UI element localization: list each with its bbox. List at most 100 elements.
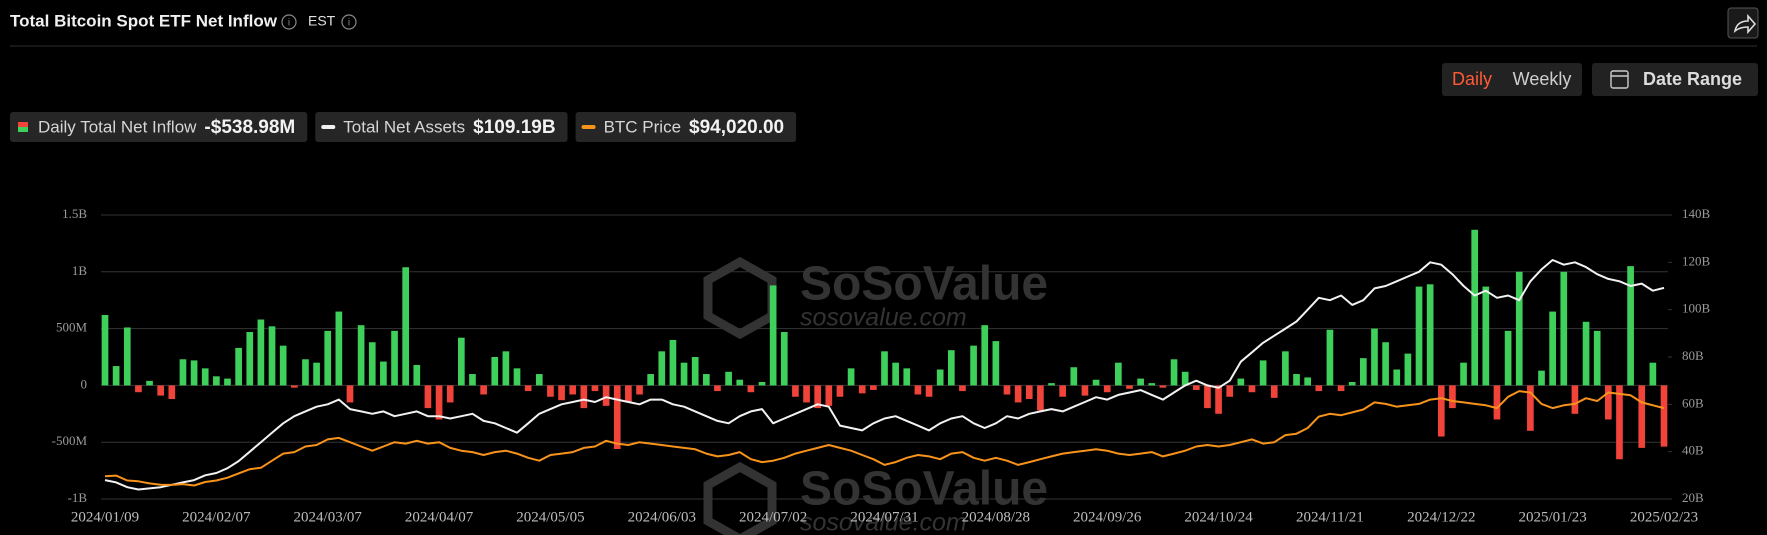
bar bbox=[201, 368, 209, 386]
bar bbox=[235, 347, 242, 386]
bar bbox=[947, 350, 955, 386]
y-tick-label: 500M bbox=[56, 320, 88, 335]
bar bbox=[380, 361, 387, 386]
info-icon[interactable] bbox=[341, 14, 357, 30]
bar bbox=[1159, 385, 1167, 388]
x-tick-label: 2024/04/07 bbox=[405, 509, 474, 525]
timezone: EST bbox=[308, 13, 336, 29]
bar bbox=[435, 385, 443, 420]
bar bbox=[346, 385, 354, 403]
legend-chip bbox=[10, 112, 308, 142]
bar bbox=[1014, 385, 1022, 403]
line bbox=[104, 259, 1665, 491]
bar bbox=[1304, 377, 1311, 386]
bar bbox=[480, 385, 487, 395]
x-tick-label: 2025/01/23 bbox=[1518, 509, 1586, 525]
bar bbox=[135, 385, 142, 393]
info-icon[interactable] bbox=[281, 14, 297, 30]
bar bbox=[1504, 330, 1512, 386]
bar bbox=[1326, 329, 1334, 386]
bar bbox=[535, 374, 543, 386]
bar bbox=[658, 351, 666, 386]
bar bbox=[1248, 385, 1256, 393]
bar bbox=[190, 360, 198, 386]
bar bbox=[424, 385, 432, 409]
bar bbox=[1382, 342, 1389, 386]
weekly-button[interactable]: Weekly bbox=[1513, 69, 1572, 89]
bar bbox=[558, 385, 565, 401]
bar bbox=[970, 345, 977, 386]
bar bbox=[702, 374, 710, 386]
bar bbox=[1582, 321, 1590, 386]
daily-button[interactable]: Daily bbox=[1452, 69, 1492, 89]
bar bbox=[1560, 271, 1568, 386]
watermark-logo bbox=[703, 461, 777, 535]
bar bbox=[368, 342, 376, 386]
bar bbox=[1215, 385, 1222, 414]
bar bbox=[1471, 229, 1479, 386]
bar bbox=[1282, 351, 1289, 386]
bar bbox=[458, 337, 465, 386]
bar bbox=[224, 378, 231, 386]
bar bbox=[1538, 370, 1545, 386]
y-tick-label: -500M bbox=[52, 433, 88, 448]
bar bbox=[803, 385, 810, 403]
bar bbox=[469, 374, 476, 386]
calendar-icon bbox=[1610, 70, 1629, 89]
bar bbox=[268, 326, 276, 386]
bar bbox=[313, 362, 320, 386]
bar bbox=[246, 332, 254, 386]
bar bbox=[1037, 385, 1044, 411]
bar bbox=[1404, 353, 1412, 386]
bar bbox=[792, 385, 799, 397]
bar bbox=[758, 381, 766, 386]
bar bbox=[680, 362, 688, 386]
bar bbox=[725, 371, 732, 386]
watermark-url: sosovalue.com bbox=[800, 304, 967, 332]
bar bbox=[1181, 371, 1189, 386]
bar bbox=[691, 357, 699, 386]
bar bbox=[870, 385, 877, 390]
bar bbox=[547, 385, 554, 397]
bar bbox=[814, 385, 822, 409]
bar bbox=[1415, 286, 1423, 386]
bar bbox=[1148, 383, 1156, 386]
bar bbox=[1527, 385, 1534, 431]
bar bbox=[591, 385, 599, 392]
bar bbox=[1360, 358, 1367, 386]
bar bbox=[836, 385, 844, 397]
bar bbox=[1616, 385, 1623, 460]
x-tick-label: 2024/07/02 bbox=[739, 509, 807, 525]
y-tick-label: 1B bbox=[72, 263, 88, 278]
y2-tick-label: 20B bbox=[1682, 490, 1704, 505]
bar bbox=[302, 359, 309, 386]
plot-area: -1B -500M 0 500M 1B 1.5B 20B 40B 60B 80B 100B 120B 1… bbox=[52, 206, 1711, 525]
bar bbox=[580, 385, 588, 409]
y-tick-label: -1B bbox=[68, 490, 88, 505]
bar bbox=[1025, 385, 1033, 400]
legend-swatch bbox=[321, 125, 336, 129]
bar bbox=[1270, 385, 1278, 398]
x-tick-label: 2024/09/26 bbox=[1073, 509, 1142, 525]
x-tick-label: 2024/10/24 bbox=[1184, 509, 1253, 525]
bar bbox=[123, 327, 131, 386]
date-range-button[interactable] bbox=[1592, 63, 1758, 96]
bar bbox=[1003, 385, 1011, 395]
bar bbox=[1393, 369, 1401, 386]
bar bbox=[324, 330, 332, 386]
bar bbox=[513, 368, 521, 386]
bar bbox=[1293, 374, 1300, 386]
bar bbox=[613, 385, 621, 450]
legend: Daily Total Net Inflow -$538.98M Total Net… bbox=[10, 112, 797, 142]
bar bbox=[179, 359, 187, 386]
bar bbox=[1126, 385, 1133, 389]
bar bbox=[146, 380, 153, 386]
bar bbox=[1449, 385, 1456, 409]
info-icon-glyph: i bbox=[288, 18, 290, 29]
legend-swatch bbox=[18, 122, 28, 127]
bar bbox=[1649, 362, 1657, 386]
bar bbox=[1170, 359, 1178, 386]
y-tick-label: 1.5B bbox=[62, 206, 87, 221]
chart-title: Total Bitcoin Spot ETF Net Inflow bbox=[10, 11, 278, 30]
